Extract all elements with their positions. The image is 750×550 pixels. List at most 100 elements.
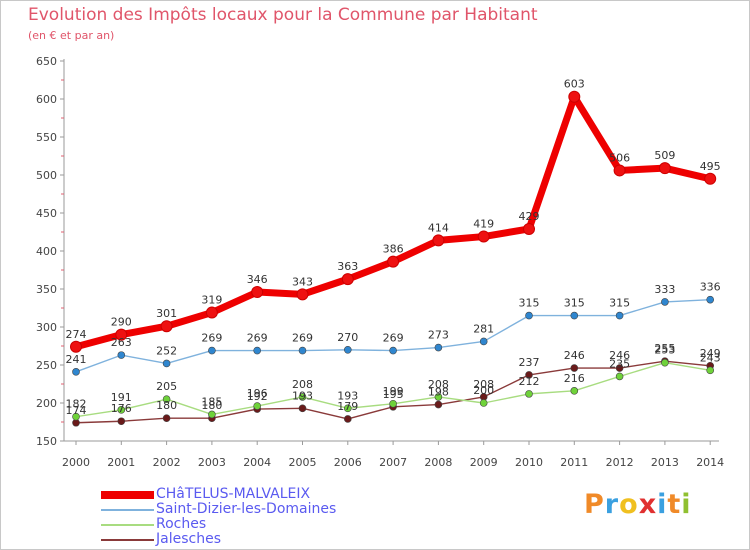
logo-letter: o (619, 489, 639, 520)
data-point (613, 164, 626, 177)
data-point (434, 393, 443, 401)
y-tick-label: 550 (36, 131, 57, 144)
data-label: 216 (564, 372, 585, 385)
data-point (479, 399, 488, 407)
data-point (570, 311, 579, 320)
x-tick-label: 2013 (651, 456, 679, 469)
data-point (661, 298, 669, 306)
data-label: 363 (337, 260, 358, 273)
data-point (661, 358, 669, 367)
data-label: 346 (247, 273, 268, 286)
chart-title: Evolution des Impôts locaux pour la Comm… (28, 5, 538, 25)
data-label: 269 (201, 332, 222, 345)
data-label: 301 (156, 307, 177, 320)
data-label: 315 (519, 297, 540, 310)
data-label: 269 (247, 332, 268, 345)
data-label: 237 (519, 356, 540, 369)
data-label: 208 (473, 378, 494, 391)
data-label: 205 (156, 380, 177, 393)
data-point (160, 320, 173, 333)
data-label: 208 (292, 378, 313, 391)
data-label: 263 (111, 336, 132, 349)
data-point (117, 417, 126, 426)
data-point (205, 306, 218, 319)
data-point (162, 395, 171, 404)
data-label: 274 (66, 328, 87, 341)
data-point (570, 387, 579, 395)
y-tick-label: 250 (36, 359, 57, 372)
data-point (162, 414, 171, 423)
legend-label-1: Saint-Dizier-les-Domaines (156, 501, 337, 517)
data-label: 315 (609, 297, 630, 310)
data-point (615, 364, 624, 372)
data-label: 269 (383, 332, 404, 345)
x-tick-label: 2008 (424, 456, 452, 469)
logo-letter: r (604, 489, 620, 520)
data-point (341, 273, 354, 286)
data-label: 336 (700, 281, 721, 294)
data-point (296, 288, 309, 301)
data-point (208, 410, 216, 419)
data-label: 269 (292, 332, 313, 345)
chart-subtitle: (en € et par an) (28, 29, 115, 42)
x-tick-label: 2010 (515, 456, 543, 469)
data-label: 315 (564, 297, 585, 310)
y-tick-label: 650 (36, 55, 57, 68)
data-label: 273 (428, 329, 449, 342)
data-point (298, 393, 307, 401)
data-point (162, 359, 171, 368)
data-point (706, 295, 715, 304)
logo-letter: i (681, 489, 692, 520)
y-tick-label: 400 (36, 245, 57, 258)
data-point (117, 406, 126, 414)
data-point (343, 404, 352, 413)
data-label: 199 (383, 385, 404, 398)
data-point (208, 346, 216, 355)
x-tick-label: 2002 (153, 456, 181, 469)
data-point (706, 366, 715, 375)
data-label: 414 (428, 221, 449, 234)
series-layer (70, 90, 717, 427)
data-label: 270 (337, 331, 358, 344)
data-label: 180 (201, 399, 222, 412)
x-tick-label: 2007 (379, 456, 407, 469)
data-label: 386 (383, 243, 404, 256)
data-label: 192 (247, 390, 268, 403)
data-point (115, 328, 128, 341)
y-tick-label: 600 (36, 93, 57, 106)
data-label: 506 (609, 151, 630, 164)
data-point (432, 234, 445, 247)
logo-letter: t (667, 489, 682, 520)
data-label: 603 (564, 78, 585, 91)
data-point (117, 351, 126, 359)
x-tick-label: 2014 (696, 456, 724, 469)
data-point (434, 343, 443, 352)
y-tick-label: 450 (36, 207, 57, 220)
data-label: 180 (156, 399, 177, 412)
data-point (658, 162, 671, 175)
data-point (477, 230, 490, 243)
data-label: 290 (111, 316, 132, 329)
data-label: 200 (473, 384, 494, 397)
data-point (343, 345, 352, 354)
x-tick-label: 2012 (606, 456, 634, 469)
data-point (525, 311, 533, 320)
data-point (479, 337, 488, 346)
x-tick-label: 2011 (560, 456, 588, 469)
x-tick-label: 2003 (198, 456, 226, 469)
data-label: 343 (292, 275, 313, 288)
data-label: 193 (292, 389, 313, 402)
data-point (568, 90, 581, 103)
data-point (72, 412, 80, 421)
y-tick-label: 150 (36, 435, 57, 448)
data-label: 185 (201, 395, 222, 408)
y-tick-label: 300 (36, 321, 57, 334)
y-tick-label: 500 (36, 169, 57, 182)
data-label: 429 (519, 210, 540, 223)
logo-letter: i (657, 489, 668, 520)
data-point (253, 346, 262, 355)
data-label: 179 (337, 400, 358, 413)
data-label: 319 (201, 294, 222, 307)
data-label: 195 (383, 388, 404, 401)
